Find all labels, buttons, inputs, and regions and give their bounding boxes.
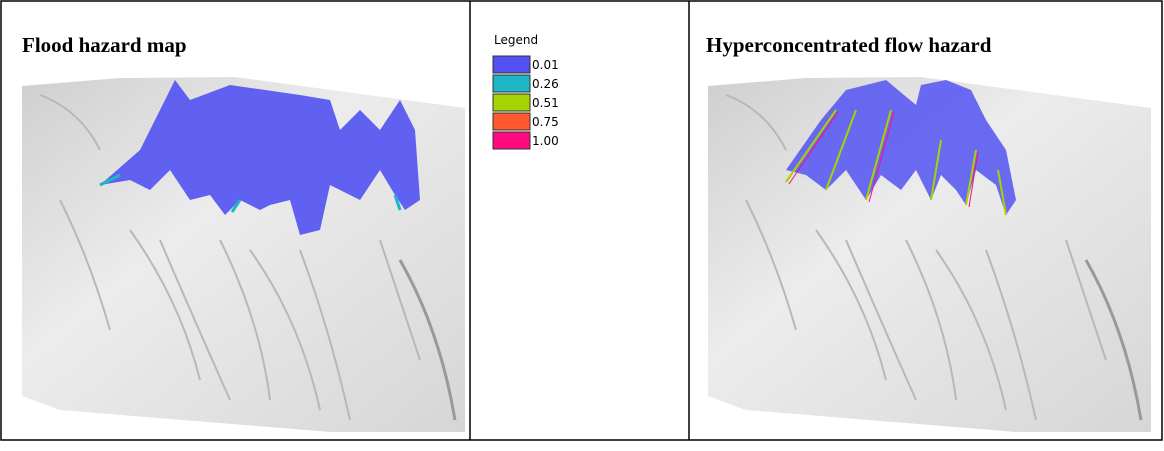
legend-label: 0.75 (532, 115, 559, 129)
legend-label: 0.01 (532, 58, 559, 72)
panel-title: Hyperconcentrated flow hazard (706, 33, 992, 57)
legend-swatch (493, 56, 530, 73)
legend-swatch (493, 113, 530, 130)
legend-label: 1.00 (532, 134, 559, 148)
legend-swatch (493, 132, 530, 149)
map-panel: Flood hazard map (22, 33, 465, 432)
legend-label: 0.26 (532, 77, 559, 91)
figure: Flood hazard map Hyperconcentrated flow … (0, 0, 1164, 446)
legend-title: Legend (494, 33, 538, 47)
legend-swatch (493, 94, 530, 111)
map-panel: Hyperconcentrated flow hazard (706, 33, 1151, 432)
legend-label: 0.51 (532, 96, 559, 110)
legend: Legend 0.01 0.26 0.51 0.75 1.00 (493, 33, 559, 149)
legend-swatch (493, 75, 530, 92)
panel-title: Flood hazard map (22, 33, 187, 57)
